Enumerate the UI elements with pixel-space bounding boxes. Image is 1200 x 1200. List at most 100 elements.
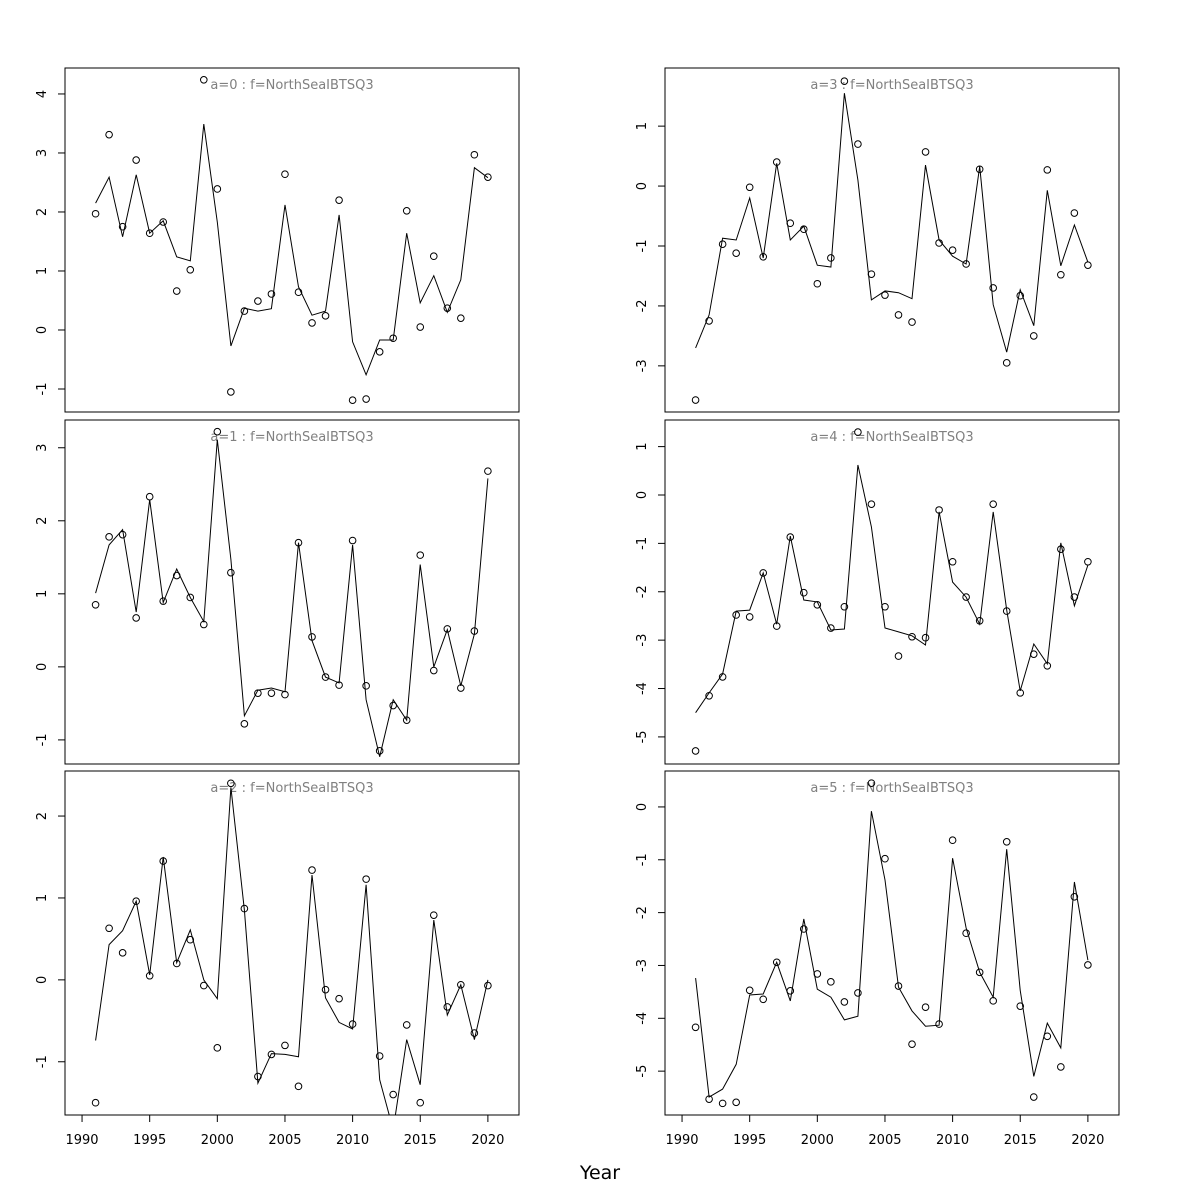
y-tick-label: 1: [35, 894, 50, 902]
observed-point: [1029, 650, 1038, 658]
x-tick-label: 2015: [1004, 1133, 1037, 1148]
observed-point: [1016, 1002, 1025, 1010]
observed-point: [240, 904, 249, 913]
observed-point: [908, 318, 916, 326]
observed-point: [989, 997, 997, 1005]
observed-point: [443, 304, 452, 312]
observed-point: [827, 978, 835, 986]
plot-frame: [664, 770, 1120, 1116]
plot-frame: [64, 770, 520, 1116]
observed-point: [389, 334, 397, 343]
observed-point: [1057, 270, 1065, 279]
observed-point: [786, 533, 795, 541]
plot-area: [91, 779, 492, 1115]
observed-point: [1043, 1032, 1052, 1041]
observed-point: [921, 633, 930, 642]
panel-2: a=2 : f=NorthSeaIBTSQ3 -1 0 1 2 1990 1995 2000 2…: [35, 770, 520, 1148]
plot-frame: [664, 419, 1120, 765]
observed-point: [1057, 1063, 1065, 1071]
plot-frame: [64, 419, 520, 765]
observed-point: [989, 500, 997, 508]
observed-point: [786, 987, 795, 995]
x-tick-label: 2020: [471, 1133, 504, 1148]
fitted-line: [95, 787, 489, 1115]
observed-point: [948, 836, 957, 845]
y-tick-label: 2: [35, 208, 50, 216]
fitted-line: [95, 124, 489, 377]
observed-point: [457, 314, 465, 322]
observed-point: [484, 981, 492, 990]
observed-point: [948, 246, 957, 254]
observed-point: [840, 602, 849, 611]
observed-point: [732, 1098, 740, 1107]
y-tick-label: 1: [635, 122, 650, 130]
observed-point: [1084, 961, 1092, 969]
x-tick-label: 1995: [733, 1133, 766, 1148]
observed-point: [1043, 166, 1052, 174]
observed-point: [772, 622, 781, 630]
observed-point: [362, 682, 370, 690]
observed-point: [1029, 332, 1038, 340]
observed-point: [254, 297, 262, 305]
observed-point: [1070, 892, 1079, 901]
observed-point: [267, 689, 276, 697]
plot-area: [691, 779, 1092, 1108]
observed-point: [105, 130, 113, 139]
observed-point: [813, 601, 822, 609]
observed-point: [1070, 209, 1079, 217]
observed-point: [159, 597, 168, 605]
x-tick-label: 2000: [801, 1133, 834, 1148]
y-tick-label: -1: [635, 853, 650, 866]
fitted-line: [695, 811, 1089, 1098]
observed-point: [281, 170, 289, 179]
y-tick-label: -4: [635, 682, 650, 695]
observed-point: [281, 690, 289, 699]
observed-point: [172, 959, 181, 968]
y-tick-label: 0: [35, 976, 50, 984]
observed-point: [948, 557, 957, 566]
observed-point: [867, 270, 876, 278]
x-tick-label: 2000: [201, 1133, 234, 1148]
observed-point: [1084, 557, 1092, 566]
observed-point: [105, 924, 113, 933]
observed-point: [854, 989, 862, 997]
observed-point: [199, 76, 208, 84]
observed-point: [745, 986, 754, 995]
y-tick-label: 0: [635, 182, 650, 190]
observed-point: [159, 857, 168, 865]
y-tick-label: -3: [635, 634, 650, 647]
observed-point: [416, 1098, 425, 1107]
observed-point: [118, 222, 127, 231]
fitted-line: [695, 93, 1089, 353]
observed-point: [294, 1082, 303, 1091]
observed-point: [362, 395, 370, 403]
plot-frame: [64, 67, 520, 413]
observed-point: [457, 980, 465, 989]
panel-title: a=4 : f=NorthSeaIBTSQ3: [810, 430, 973, 445]
y-tick-label: -1: [35, 733, 50, 746]
observed-point: [186, 935, 195, 944]
observed-point: [799, 588, 808, 597]
observed-point: [705, 1095, 713, 1103]
panel-3: a=3 : f=NorthSeaIBTSQ3 -3 -2 -1 0 1: [635, 67, 1120, 413]
observed-point: [254, 1072, 262, 1081]
observed-point: [281, 1041, 289, 1050]
y-tick-label: 1: [35, 267, 50, 275]
observed-point: [470, 150, 479, 159]
x-tick-label: 1990: [65, 1133, 98, 1148]
observed-point: [294, 538, 303, 547]
observed-point: [759, 995, 768, 1004]
observed-point: [1070, 593, 1079, 601]
observed-point: [470, 1029, 479, 1037]
observed-point: [975, 968, 984, 977]
observed-point: [335, 681, 343, 689]
observed-point: [375, 348, 384, 356]
y-tick-label: -2: [635, 299, 650, 312]
observed-point: [799, 225, 808, 234]
observed-point: [443, 625, 452, 633]
observed-point: [145, 229, 154, 238]
observed-point: [375, 1052, 384, 1060]
observed-point: [227, 568, 235, 577]
observed-point: [159, 218, 168, 226]
y-tick-label: 0: [635, 803, 650, 811]
